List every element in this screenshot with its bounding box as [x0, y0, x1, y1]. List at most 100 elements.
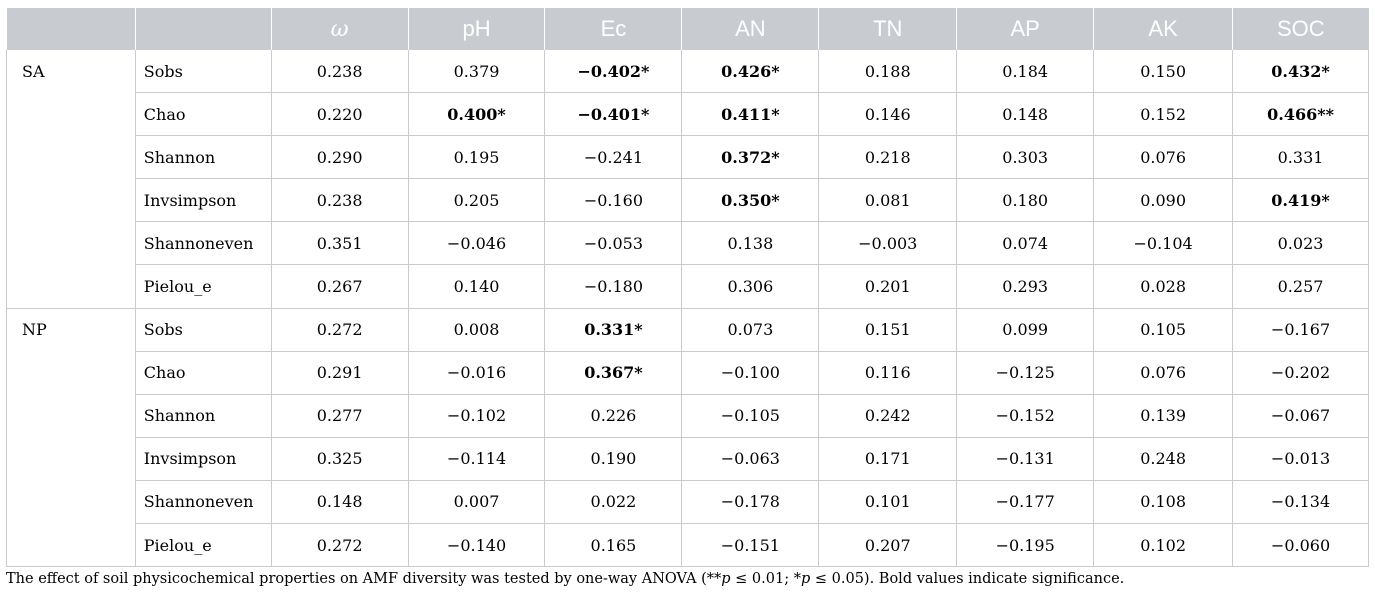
value-cell: 0.180 — [956, 178, 1094, 223]
group-label — [6, 221, 136, 265]
metric-label: Sobs — [134, 308, 272, 352]
value-cell: −0.060 — [1232, 523, 1369, 568]
value-cell: 0.099 — [956, 308, 1094, 352]
value-cell: 0.238 — [270, 178, 409, 223]
value-cell: 0.146 — [818, 92, 957, 137]
value-cell: 0.207 — [818, 523, 957, 568]
value-cell: 0.201 — [818, 264, 957, 309]
footnote-text-a: The effect of soil physicochemical prope… — [6, 571, 722, 587]
group-label — [6, 437, 136, 481]
metric-label: Pielou_e — [134, 264, 272, 309]
header-ph: pH — [407, 8, 545, 50]
value-cell: 0.108 — [1093, 480, 1233, 525]
table-body: SA Sobs 0.238 0.379 −0.402* 0.426* 0.188 0.184 0… — [6, 50, 1369, 568]
value-cell: −0.180 — [544, 264, 682, 309]
metric-label: Invsimpson — [134, 437, 272, 481]
group-label — [6, 264, 136, 309]
value-cell: 0.303 — [956, 135, 1094, 180]
value-cell: 0.151 — [818, 308, 957, 352]
value-cell: −0.134 — [1232, 480, 1369, 525]
value-cell: 0.367* — [544, 351, 682, 395]
metric-label: Shannoneven — [134, 221, 272, 266]
metric-label: Pielou_e — [134, 523, 272, 568]
group-label — [6, 92, 136, 136]
value-cell: 0.257 — [1232, 264, 1369, 309]
value-cell: 0.290 — [270, 135, 409, 180]
value-cell: 0.218 — [818, 135, 957, 180]
value-cell: −0.140 — [407, 523, 545, 568]
value-cell: 0.076 — [1093, 135, 1233, 180]
table-row: Chao 0.291 −0.016 0.367* −0.100 0.116 −0.125 0.… — [6, 351, 1369, 395]
metric-label: Sobs — [134, 50, 272, 94]
value-cell: −0.003 — [818, 221, 957, 266]
table-row: Invsimpson 0.238 0.205 −0.160 0.350* 0.081 0.1… — [6, 178, 1369, 223]
group-label — [6, 523, 136, 568]
value-cell: 0.293 — [956, 264, 1094, 309]
value-cell: 0.220 — [270, 92, 409, 137]
value-cell: 0.188 — [818, 50, 957, 94]
value-cell: 0.116 — [818, 351, 957, 395]
metric-label: Invsimpson — [134, 178, 272, 223]
group-label — [6, 135, 136, 179]
value-cell: 0.148 — [270, 480, 409, 525]
header-tn: TN — [818, 8, 957, 50]
metric-label: Shannon — [134, 394, 272, 438]
value-cell: 0.277 — [270, 394, 409, 438]
value-cell: 0.306 — [681, 264, 819, 309]
metric-label: Shannoneven — [134, 480, 272, 525]
value-cell: 0.152 — [1093, 92, 1233, 137]
value-cell: −0.151 — [681, 523, 819, 568]
value-cell: 0.372* — [681, 135, 819, 180]
value-cell: 0.325 — [270, 437, 409, 481]
table-row: Pielou_e 0.272 −0.140 0.165 −0.151 0.207 −0.19… — [6, 523, 1369, 568]
value-cell: 0.184 — [956, 50, 1094, 94]
table-row: Shannon 0.277 −0.102 0.226 −0.105 0.242 −0.152… — [6, 394, 1369, 438]
value-cell: 0.023 — [1232, 221, 1369, 266]
metric-label: Chao — [134, 351, 272, 395]
value-cell: −0.178 — [681, 480, 819, 525]
table-row: Invsimpson 0.325 −0.114 0.190 −0.063 0.171 −0.… — [6, 437, 1369, 481]
value-cell: 0.466** — [1232, 92, 1369, 137]
footnote-text-b: ≤ 0.01; * — [730, 571, 801, 587]
group-label — [6, 178, 136, 222]
value-cell: 0.101 — [818, 480, 957, 525]
value-cell: −0.104 — [1093, 221, 1233, 266]
value-cell: 0.148 — [956, 92, 1094, 137]
header-an: AN — [681, 8, 819, 50]
header-ec: Ec — [544, 8, 682, 50]
value-cell: −0.100 — [681, 351, 819, 395]
table-row: Chao 0.220 0.400* −0.401* 0.411* 0.146 0.148 0.… — [6, 92, 1369, 137]
table-footnote: The effect of soil physicochemical prope… — [6, 571, 1124, 587]
value-cell: 0.432* — [1232, 50, 1369, 94]
value-cell: 0.022 — [544, 480, 682, 525]
value-cell: 0.090 — [1093, 178, 1233, 223]
value-cell: −0.131 — [956, 437, 1094, 481]
value-cell: −0.152 — [956, 394, 1094, 438]
value-cell: −0.125 — [956, 351, 1094, 395]
value-cell: 0.081 — [818, 178, 957, 223]
value-cell: 0.242 — [818, 394, 957, 438]
header-group — [6, 8, 136, 50]
value-cell: 0.272 — [270, 308, 409, 352]
value-cell: 0.190 — [544, 437, 682, 481]
value-cell: 0.331 — [1232, 135, 1369, 180]
table-row: Shannoneven 0.351 −0.046 −0.053 0.138 −0.003 0… — [6, 221, 1369, 266]
value-cell: 0.238 — [270, 50, 409, 94]
value-cell: 0.150 — [1093, 50, 1233, 94]
value-cell: −0.160 — [544, 178, 682, 223]
value-cell: −0.167 — [1232, 308, 1369, 352]
metric-label: Chao — [134, 92, 272, 137]
correlation-table: ω pH Ec AN TN AP AK SOC SA Sobs 0.238 0.379… — [6, 8, 1369, 568]
value-cell: 0.138 — [681, 221, 819, 266]
value-cell: 0.171 — [818, 437, 957, 481]
value-cell: 0.028 — [1093, 264, 1233, 309]
header-soc: SOC — [1232, 8, 1369, 50]
value-cell: −0.241 — [544, 135, 682, 180]
value-cell: −0.114 — [407, 437, 545, 481]
table-row: Pielou_e 0.267 0.140 −0.180 0.306 0.201 0.293 0… — [6, 264, 1369, 309]
value-cell: 0.379 — [407, 50, 545, 94]
value-cell: −0.063 — [681, 437, 819, 481]
header-metric — [134, 8, 272, 50]
value-cell: 0.008 — [407, 308, 545, 352]
value-cell: 0.400* — [407, 92, 545, 137]
